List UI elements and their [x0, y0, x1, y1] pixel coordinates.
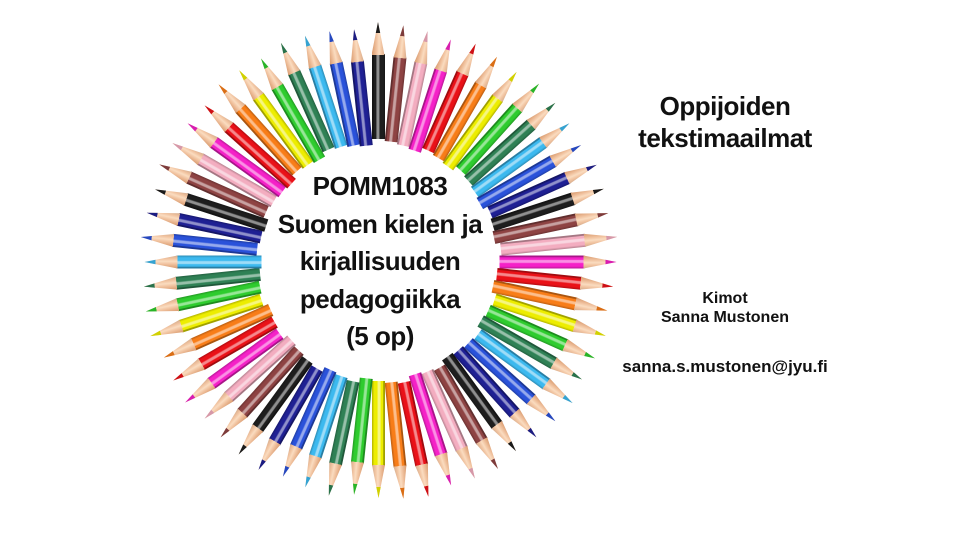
pencil-wood-tip [299, 454, 322, 489]
pencil-wood-tip [298, 34, 321, 69]
pencil-wood-tip [322, 462, 342, 497]
presenter-group: Kimot [702, 290, 748, 307]
pencil-lead-point [375, 22, 381, 33]
right-text-column: Oppijoiden tekstimaailmat Kimot Sanna Mu… [600, 0, 850, 540]
pencil-wood-tip [145, 206, 180, 226]
pencil-wood-tip [475, 437, 503, 472]
pencil-lead-point [485, 54, 502, 70]
pencil-cyan [144, 255, 261, 269]
pencil-lead-point [322, 484, 337, 497]
pencil-lead-point [486, 456, 503, 472]
pencil-wood-tip [491, 421, 521, 455]
pencil-wood-tip [233, 424, 263, 458]
pencil-wood-tip [148, 320, 183, 343]
pencil-barrel [371, 381, 385, 466]
pencil-yellow [371, 381, 385, 498]
pencil-wood-tip [393, 465, 409, 499]
pencil-barrel [176, 255, 261, 269]
pencil-lead-point [464, 466, 480, 481]
pencil-wood-tip [562, 339, 597, 364]
pencil-lead-point [395, 487, 409, 499]
pencil-wood-tip [323, 30, 343, 65]
pencil-wood-tip [156, 158, 191, 183]
slide-heading-line-1: Oppijoiden [659, 91, 791, 121]
course-title-line-1: POMM1083 [312, 171, 448, 201]
pencil-barrel [371, 54, 385, 139]
pencil-wood-tip [255, 55, 283, 90]
pencil-lead-point [465, 41, 481, 56]
pencil-lead-point [418, 30, 433, 43]
pencil-lead-point [148, 327, 162, 343]
pencil-wood-tip [549, 139, 584, 167]
pencil-wood-tip [276, 444, 301, 479]
course-title-line-5: (5 op) [346, 321, 414, 351]
pencil-wood-tip [455, 446, 480, 481]
pencil-wood-tip [170, 358, 205, 386]
course-title: POMM1083 Suomen kielen ja kirjallisuuden… [256, 168, 504, 356]
pencil-wood-tip [434, 37, 457, 72]
pencil-lead-point [582, 348, 597, 364]
pencil-wood-tip [538, 118, 572, 148]
pencil-lead-point [143, 279, 155, 293]
pencil-wood-tip [456, 41, 481, 76]
pencil-lead-point [152, 183, 166, 199]
pencil-wood-tip [143, 277, 177, 293]
pencil-wood-tip [152, 183, 187, 206]
pencil-lead-point [298, 34, 314, 48]
pencil-wood-tip [415, 463, 435, 498]
presenters: Kimot Sanna Mustonen [600, 289, 850, 327]
pencil-wood-tip [550, 357, 585, 385]
email-text: sanna.s.mustonen@jyu.fi [622, 357, 828, 376]
course-title-line-4: pedagogiikka [299, 283, 461, 314]
pencil-wood-tip [274, 40, 299, 75]
pencil-black [371, 22, 385, 139]
pencil-lead-point [441, 473, 457, 487]
pencil-lead-point [156, 158, 171, 174]
pencil-magenta [499, 255, 616, 269]
pencil-lead-point [276, 464, 292, 479]
pencil-lead-point [144, 303, 157, 318]
course-title-line-2: Suomen kielen ja [277, 208, 483, 239]
pencil-wood-tip [414, 30, 434, 65]
presenter-name: Sanna Mustonen [660, 309, 789, 326]
course-title-line-3: kirjallisuuden [299, 246, 461, 276]
pencil-wood-tip [183, 118, 217, 148]
pencil-lead-point [395, 25, 409, 37]
pencil-lead-point [144, 256, 155, 269]
pencil-lead-point [140, 231, 152, 245]
slide-heading: Oppijoiden tekstimaailmat [600, 90, 850, 154]
pencil-wood-tip [252, 438, 280, 473]
pencil-lead-point [441, 37, 457, 51]
pencil-lead-point [347, 29, 361, 41]
pencil-barrel [499, 255, 584, 269]
pencil-wood-tip [161, 338, 196, 363]
pencil-wood-tip [434, 452, 457, 487]
pencil-lead-point [299, 475, 315, 489]
pencil-wood-tip [474, 54, 502, 89]
pencil-lead-point [161, 347, 176, 363]
pencil-wood-tip [140, 231, 174, 247]
pencil-wood-tip [169, 137, 204, 165]
pencil-wood-tip [564, 159, 599, 184]
slide-heading-line-2: tekstimaailmat [638, 123, 812, 153]
pencil-wood-tip [144, 298, 179, 318]
pencil-lead-point [323, 30, 338, 43]
pencil-lead-point [347, 483, 361, 495]
pencil-lead-point [584, 159, 599, 175]
pencil-lead-point [372, 487, 385, 498]
pencil-wood-tip [393, 25, 409, 59]
pencil-lead-point [145, 206, 158, 221]
pencil-lead-point [419, 485, 434, 498]
pencil-lead-point [274, 40, 290, 55]
